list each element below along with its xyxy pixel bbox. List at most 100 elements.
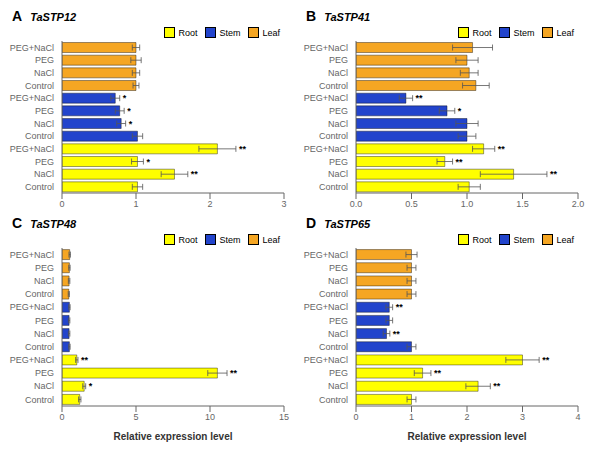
svg-text:Control: Control: [25, 131, 54, 141]
svg-text:Control: Control: [319, 289, 348, 299]
svg-text:Relative expression level: Relative expression level: [114, 431, 233, 442]
svg-text:PEG: PEG: [329, 157, 348, 167]
svg-text:3: 3: [281, 199, 286, 209]
svg-text:2.0: 2.0: [572, 199, 585, 209]
html-text:TaSTP48: TaSTP48: [30, 218, 77, 230]
svg-text:NaCl: NaCl: [328, 276, 348, 286]
svg-text:PEG+NaCl: PEG+NaCl: [10, 93, 54, 103]
svg-text:PEG: PEG: [35, 368, 54, 378]
svg-text:PEG+NaCl: PEG+NaCl: [304, 355, 348, 365]
svg-text:10: 10: [205, 412, 215, 422]
svg-text:PEG+NaCl: PEG+NaCl: [304, 250, 348, 260]
svg-text:Control: Control: [319, 182, 348, 192]
svg-text:NaCl: NaCl: [328, 169, 348, 179]
svg-text:NaCl: NaCl: [34, 68, 54, 78]
svg-text:*: *: [129, 119, 133, 129]
svg-text:Control: Control: [25, 289, 54, 299]
html-text:Root: Root: [472, 27, 492, 38]
svg-text:**: **: [191, 169, 199, 179]
html-text:C: C: [12, 215, 23, 231]
svg-text:Control: Control: [25, 182, 54, 192]
svg-text:PEG+NaCl: PEG+NaCl: [304, 144, 348, 154]
svg-text:**: **: [434, 368, 442, 378]
svg-text:Control: Control: [25, 342, 54, 352]
svg-text:1: 1: [409, 412, 414, 422]
svg-text:NaCl: NaCl: [34, 119, 54, 129]
html-text:TaSTP41: TaSTP41: [324, 11, 371, 23]
svg-text:**: **: [456, 157, 464, 167]
svg-text:**: **: [542, 355, 550, 365]
svg-text:NaCl: NaCl: [34, 329, 54, 339]
svg-text:4: 4: [575, 412, 580, 422]
svg-text:15: 15: [279, 412, 289, 422]
svg-text:2: 2: [464, 412, 469, 422]
svg-text:**: **: [393, 329, 401, 339]
svg-text:PEG+NaCl: PEG+NaCl: [304, 93, 348, 103]
svg-text:PEG+NaCl: PEG+NaCl: [10, 43, 54, 53]
svg-text:PEG: PEG: [329, 55, 348, 65]
svg-text:PEG: PEG: [35, 157, 54, 167]
html-text:TaSTP65: TaSTP65: [324, 218, 371, 230]
svg-text:3: 3: [520, 412, 525, 422]
html-text:Leaf: Leaf: [556, 27, 574, 38]
svg-text:NaCl: NaCl: [34, 169, 54, 179]
svg-text:NaCl: NaCl: [328, 68, 348, 78]
svg-text:**: **: [396, 302, 404, 312]
svg-text:PEG+NaCl: PEG+NaCl: [10, 144, 54, 154]
svg-text:*: *: [146, 157, 150, 167]
svg-text:NaCl: NaCl: [328, 119, 348, 129]
svg-text:**: **: [239, 144, 247, 154]
svg-text:PEG: PEG: [329, 316, 348, 326]
html-text:Root: Root: [178, 27, 198, 38]
html-text:Leaf: Leaf: [262, 27, 280, 38]
svg-text:1.0: 1.0: [461, 199, 474, 209]
svg-text:1.5: 1.5: [516, 199, 529, 209]
svg-text:5: 5: [133, 412, 138, 422]
svg-text:NaCl: NaCl: [328, 329, 348, 339]
svg-text:**: **: [550, 169, 558, 179]
html-text:Stem: Stem: [513, 27, 535, 38]
svg-text:*: *: [458, 106, 462, 116]
svg-text:PEG+NaCl: PEG+NaCl: [10, 355, 54, 365]
svg-text:**: **: [416, 93, 424, 103]
svg-text:PEG: PEG: [35, 316, 54, 326]
svg-text:PEG+NaCl: PEG+NaCl: [304, 43, 348, 53]
svg-text:*: *: [127, 106, 131, 116]
svg-text:0: 0: [353, 412, 358, 422]
svg-text:PEG+NaCl: PEG+NaCl: [10, 250, 54, 260]
svg-text:**: **: [81, 355, 89, 365]
svg-text:Control: Control: [319, 81, 348, 91]
svg-text:PEG: PEG: [35, 55, 54, 65]
svg-text:PEG: PEG: [329, 106, 348, 116]
svg-text:PEG+NaCl: PEG+NaCl: [10, 302, 54, 312]
svg-text:Relative expression level: Relative expression level: [408, 431, 527, 442]
svg-text:Control: Control: [25, 395, 54, 405]
html-text:A: A: [12, 8, 23, 24]
html-text:Stem: Stem: [219, 27, 241, 38]
svg-text:Control: Control: [25, 81, 54, 91]
svg-text:0.0: 0.0: [350, 199, 363, 209]
svg-text:**: **: [230, 368, 238, 378]
svg-text:*: *: [123, 93, 127, 103]
svg-text:*: *: [89, 381, 93, 391]
html-text:B: B: [306, 8, 317, 24]
svg-text:0: 0: [59, 412, 64, 422]
svg-text:0: 0: [59, 199, 64, 209]
svg-text:NaCl: NaCl: [34, 381, 54, 391]
svg-text:PEG: PEG: [329, 263, 348, 273]
svg-text:Control: Control: [319, 395, 348, 405]
html-text:TaSTP12: TaSTP12: [30, 11, 77, 23]
svg-text:PEG: PEG: [35, 263, 54, 273]
svg-text:Control: Control: [319, 131, 348, 141]
svg-text:PEG: PEG: [329, 368, 348, 378]
svg-text:NaCl: NaCl: [328, 381, 348, 391]
svg-text:NaCl: NaCl: [34, 276, 54, 286]
svg-text:**: **: [498, 144, 506, 154]
svg-text:Control: Control: [319, 342, 348, 352]
svg-text:PEG+NaCl: PEG+NaCl: [304, 302, 348, 312]
svg-text:1: 1: [133, 199, 138, 209]
svg-text:0.5: 0.5: [405, 199, 418, 209]
svg-text:**: **: [493, 381, 501, 391]
svg-text:PEG: PEG: [35, 106, 54, 116]
svg-text:2: 2: [207, 199, 212, 209]
